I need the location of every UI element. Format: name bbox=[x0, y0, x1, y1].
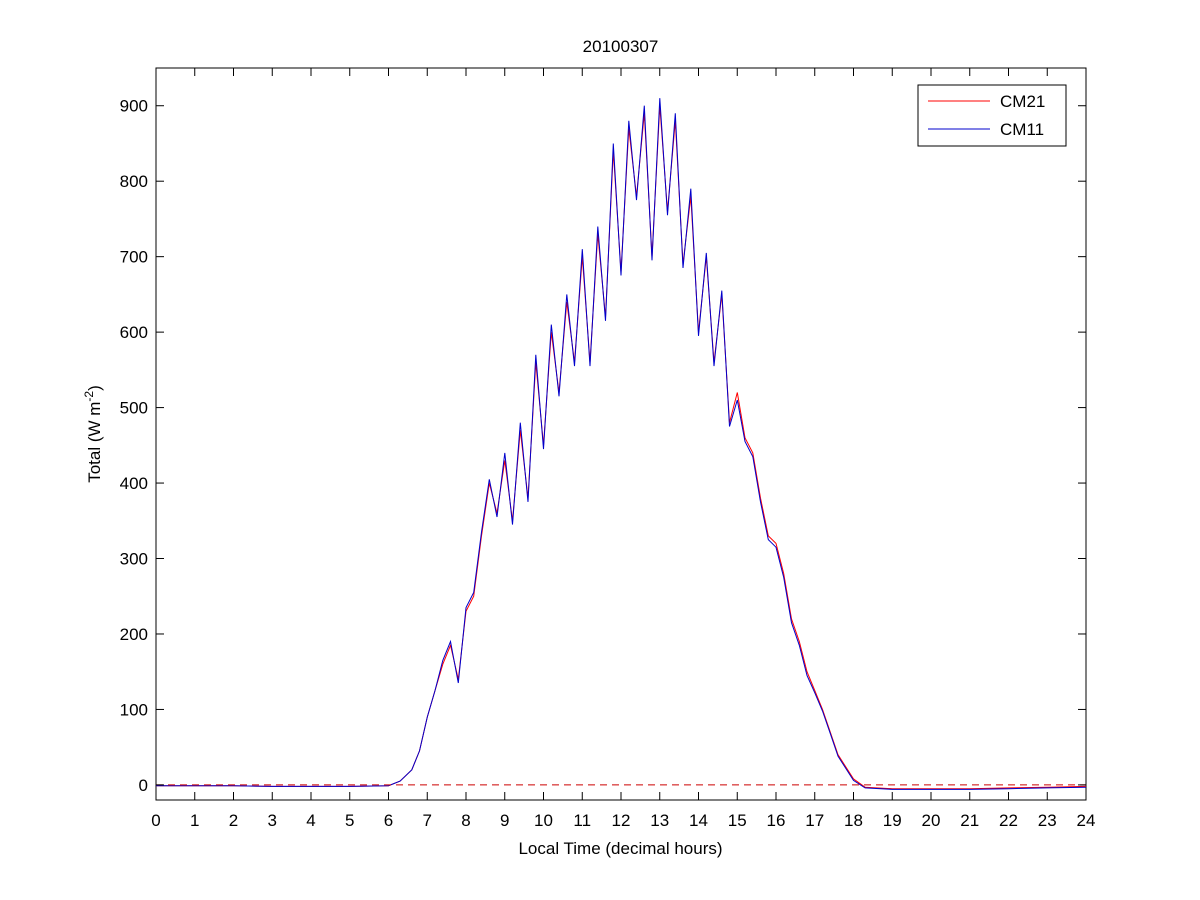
x-tick-label: 0 bbox=[151, 811, 160, 830]
y-axis-label-superscript: -2 bbox=[82, 391, 96, 402]
y-tick-label: 900 bbox=[120, 97, 148, 116]
x-tick-label: 24 bbox=[1077, 811, 1096, 830]
x-tick-label: 5 bbox=[345, 811, 354, 830]
x-tick-label: 7 bbox=[423, 811, 432, 830]
x-tick-label: 1 bbox=[190, 811, 199, 830]
legend: CM21 CM11 bbox=[917, 84, 1067, 147]
legend-label-cm11: CM11 bbox=[1000, 120, 1044, 139]
y-tick-label: 800 bbox=[120, 172, 148, 191]
x-tick-label: 20 bbox=[922, 811, 941, 830]
x-tick-label: 15 bbox=[728, 811, 747, 830]
y-tick-label: 100 bbox=[120, 700, 148, 719]
plot-area bbox=[155, 67, 1087, 801]
x-axis-label: Local Time (decimal hours) bbox=[518, 839, 722, 858]
x-tick-label: 16 bbox=[767, 811, 786, 830]
y-axis-label: Total (W m-2) bbox=[82, 385, 104, 483]
x-tick-label: 17 bbox=[805, 811, 824, 830]
x-tick-label: 22 bbox=[999, 811, 1018, 830]
y-tick-label: 600 bbox=[120, 323, 148, 342]
series-layer bbox=[156, 98, 1087, 790]
y-axis-label-main: Total (W m bbox=[85, 402, 104, 483]
x-tick-label: 21 bbox=[960, 811, 979, 830]
x-tick-label: 10 bbox=[534, 811, 553, 830]
y-tick-label: 300 bbox=[120, 550, 148, 569]
x-tick-label: 2 bbox=[229, 811, 238, 830]
x-tick-label: 11 bbox=[573, 811, 591, 830]
x-tick-label: 9 bbox=[500, 811, 509, 830]
x-tick-label: 19 bbox=[883, 811, 902, 830]
x-tick-label: 12 bbox=[612, 811, 631, 830]
y-tick-label: 700 bbox=[120, 248, 148, 267]
x-tick-label: 14 bbox=[689, 811, 708, 830]
y-axis-ticks: 0 100 200 300 400 500 600 700 800 900 bbox=[120, 97, 1086, 795]
y-tick-label: 0 bbox=[139, 776, 148, 795]
x-axis-ticks: 0 1 2 3 4 5 6 7 8 9 10 11 12 13 14 15 16 17 18 19 20 21 22 23 24 bbox=[151, 68, 1095, 830]
y-tick-label: 400 bbox=[120, 474, 148, 493]
x-tick-label: 3 bbox=[268, 811, 277, 830]
legend-box bbox=[917, 84, 1067, 147]
y-tick-label: 200 bbox=[120, 625, 148, 644]
legend-label-cm21: CM21 bbox=[1000, 92, 1045, 111]
x-tick-label: 18 bbox=[844, 811, 863, 830]
series-line-cm11 bbox=[156, 98, 1087, 790]
y-axis-label-close: ) bbox=[85, 385, 104, 391]
x-tick-label: 6 bbox=[384, 811, 393, 830]
x-tick-label: 23 bbox=[1038, 811, 1057, 830]
x-tick-label: 8 bbox=[461, 811, 470, 830]
x-tick-label: 4 bbox=[306, 811, 315, 830]
x-tick-label: 13 bbox=[650, 811, 669, 830]
y-tick-label: 500 bbox=[120, 399, 148, 418]
chart-title: 20100307 bbox=[583, 37, 659, 56]
